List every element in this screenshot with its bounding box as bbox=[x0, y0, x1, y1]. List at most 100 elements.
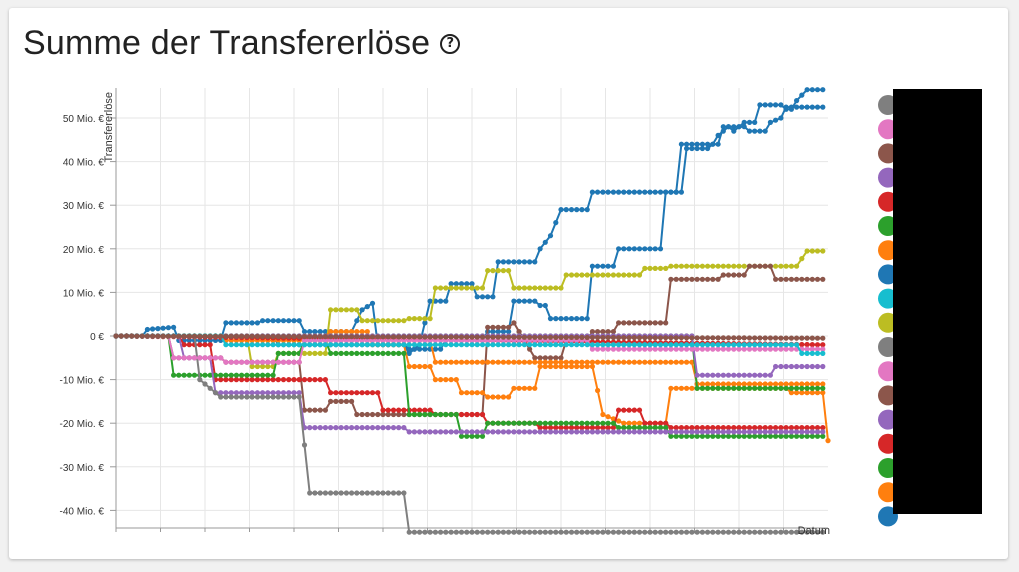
data-point bbox=[762, 102, 768, 108]
data-point bbox=[778, 342, 784, 348]
data-point bbox=[595, 189, 601, 195]
data-point bbox=[563, 359, 569, 365]
data-point bbox=[673, 429, 679, 435]
data-point bbox=[699, 381, 706, 387]
data-point bbox=[788, 390, 795, 396]
data-point bbox=[595, 420, 601, 426]
series-line bbox=[116, 88, 823, 355]
data-point bbox=[626, 320, 632, 326]
data-point bbox=[144, 333, 150, 339]
data-point bbox=[390, 334, 397, 340]
data-point bbox=[820, 385, 826, 391]
data-point bbox=[673, 433, 679, 439]
data-point bbox=[301, 407, 308, 413]
data-point bbox=[532, 259, 538, 265]
data-point bbox=[448, 411, 454, 418]
data-point bbox=[636, 429, 643, 435]
data-point bbox=[359, 337, 365, 343]
data-point bbox=[260, 390, 266, 396]
data-point bbox=[767, 342, 774, 348]
data-point bbox=[767, 372, 774, 378]
data-point bbox=[176, 355, 182, 361]
data-point bbox=[616, 342, 622, 348]
data-point bbox=[317, 342, 323, 348]
data-point bbox=[626, 246, 632, 252]
data-point bbox=[736, 346, 742, 352]
data-point bbox=[506, 324, 512, 330]
data-point bbox=[328, 425, 334, 431]
data-point bbox=[773, 117, 779, 123]
data-point bbox=[165, 325, 171, 331]
data-point bbox=[249, 320, 255, 326]
data-point bbox=[699, 346, 706, 352]
data-point bbox=[542, 239, 548, 245]
data-point bbox=[464, 281, 470, 287]
data-point bbox=[338, 342, 344, 348]
data-point bbox=[804, 390, 810, 396]
data-point bbox=[616, 529, 622, 535]
data-point bbox=[438, 334, 444, 340]
data-point bbox=[349, 334, 355, 340]
data-point bbox=[479, 359, 486, 365]
data-point bbox=[390, 342, 397, 348]
data-point bbox=[228, 333, 234, 339]
data-point bbox=[307, 334, 313, 340]
data-point bbox=[584, 272, 590, 278]
title-row: Summe der Transfererlöse ? bbox=[23, 24, 461, 63]
data-point bbox=[364, 334, 370, 340]
data-point bbox=[380, 411, 386, 418]
data-point bbox=[710, 385, 716, 391]
help-circle-icon[interactable]: ? bbox=[440, 33, 461, 54]
data-point bbox=[668, 263, 674, 269]
data-point bbox=[532, 285, 538, 291]
data-point bbox=[553, 355, 559, 361]
data-point bbox=[605, 429, 611, 435]
data-point bbox=[228, 342, 234, 348]
data-point bbox=[369, 390, 376, 396]
data-point bbox=[574, 334, 580, 340]
data-point bbox=[333, 307, 339, 313]
data-point bbox=[380, 342, 386, 348]
data-point bbox=[553, 363, 559, 370]
data-point bbox=[642, 265, 648, 271]
data-point bbox=[814, 346, 821, 352]
data-point bbox=[579, 342, 585, 348]
data-point bbox=[233, 372, 239, 378]
data-point bbox=[375, 411, 381, 418]
data-point bbox=[720, 124, 726, 130]
data-point bbox=[636, 320, 643, 326]
data-point bbox=[725, 342, 732, 348]
data-point bbox=[186, 355, 192, 361]
data-point bbox=[422, 407, 428, 413]
data-point bbox=[814, 385, 821, 391]
data-point bbox=[495, 259, 501, 265]
data-point bbox=[799, 276, 805, 282]
data-point bbox=[568, 425, 575, 431]
data-point bbox=[511, 529, 517, 535]
data-point bbox=[495, 334, 501, 340]
data-point bbox=[490, 329, 496, 335]
data-point bbox=[736, 335, 742, 341]
data-point bbox=[684, 342, 690, 348]
data-point bbox=[385, 411, 391, 418]
data-point bbox=[731, 342, 737, 348]
data-point bbox=[270, 318, 276, 324]
data-point bbox=[720, 433, 726, 439]
data-point bbox=[642, 529, 648, 535]
data-point bbox=[799, 104, 805, 110]
data-point bbox=[762, 372, 768, 378]
data-point bbox=[584, 207, 590, 213]
data-point bbox=[527, 334, 533, 340]
data-point bbox=[741, 425, 747, 431]
data-point bbox=[804, 276, 810, 282]
data-point bbox=[296, 342, 302, 348]
data-point bbox=[438, 429, 444, 435]
data-point bbox=[485, 342, 491, 348]
data-point bbox=[286, 394, 292, 400]
data-point bbox=[328, 398, 334, 404]
data-point bbox=[547, 425, 554, 431]
data-point bbox=[621, 272, 627, 278]
data-point bbox=[291, 350, 297, 356]
data-point bbox=[521, 385, 528, 391]
data-point bbox=[547, 342, 554, 348]
